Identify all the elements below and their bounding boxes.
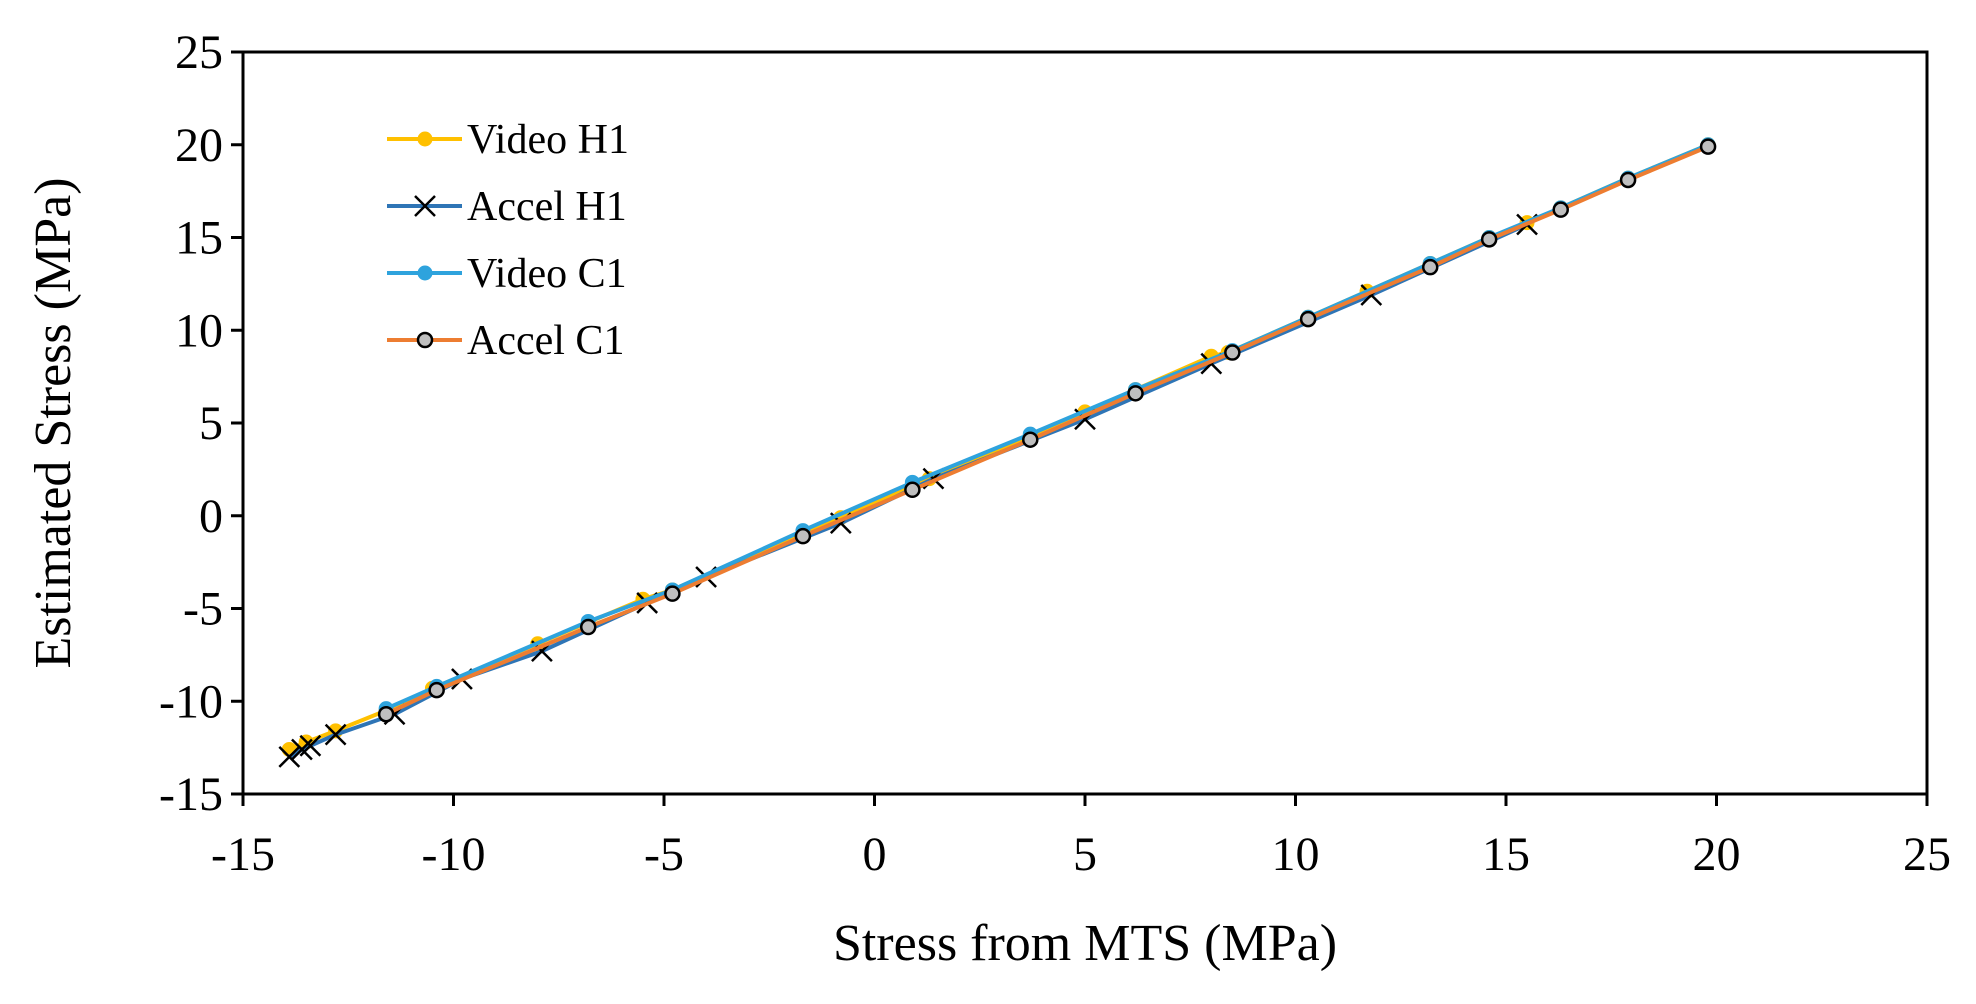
y-tick-label: 25 xyxy=(175,26,223,79)
legend-marker xyxy=(416,331,434,349)
y-tick-label: 20 xyxy=(175,119,223,172)
x-tick-label: 0 xyxy=(863,828,887,881)
legend-item-video-h1: Video H1 xyxy=(387,117,629,163)
y-tick-label: 10 xyxy=(175,304,223,357)
legend-label: Video H1 xyxy=(467,117,629,163)
legend-marker xyxy=(417,131,433,147)
x-tick-label: 10 xyxy=(1272,828,1320,881)
x-tick-label: -5 xyxy=(644,828,684,881)
data-point xyxy=(794,527,812,545)
y-tick-label: -10 xyxy=(159,675,223,728)
data-point xyxy=(324,723,347,746)
data-point xyxy=(1421,258,1439,276)
y-tick-label: 5 xyxy=(199,397,223,450)
data-point xyxy=(664,585,681,602)
legend-item-accel-c1: Accel C1 xyxy=(387,318,624,364)
x-tick-label: -15 xyxy=(211,828,275,881)
series-accel-c1 xyxy=(377,138,1717,723)
legend-label: Video C1 xyxy=(467,251,627,297)
y-tick-label: 0 xyxy=(199,490,223,543)
data-point xyxy=(1480,231,1498,248)
data-point xyxy=(1127,385,1144,402)
data-point xyxy=(1299,310,1317,328)
x-marker-stroke xyxy=(278,746,301,768)
legend-label: Accel H1 xyxy=(467,184,627,230)
data-point xyxy=(904,481,921,499)
data-point xyxy=(1619,171,1637,189)
x-marker-stroke xyxy=(414,195,436,217)
data-point xyxy=(278,746,301,768)
x-tick-label: 15 xyxy=(1482,828,1530,881)
data-point xyxy=(299,734,322,757)
y-tick-label: -15 xyxy=(159,768,223,821)
legend-marker xyxy=(414,195,436,217)
x-axis-title: Stress from MTS (MPa) xyxy=(833,915,1337,972)
legend: Video H1 Accel H1 Video C1 Accel C1 xyxy=(387,117,629,364)
x-marker-stroke xyxy=(299,734,322,757)
x-tick-label: 25 xyxy=(1903,828,1951,881)
data-point xyxy=(1699,138,1717,155)
legend-item-accel-h1: Accel H1 xyxy=(387,184,627,230)
x-marker-stroke xyxy=(324,723,347,746)
series-layer xyxy=(278,137,1717,768)
data-point xyxy=(428,681,445,699)
axis-layer: -15 -10 -5 0 5 10 15 20 25 -15 -10 -5 0 5 10 15 20 25 xyxy=(159,26,1951,881)
legend-label: Accel C1 xyxy=(467,318,624,364)
x-tick-label: 20 xyxy=(1693,828,1741,881)
x-tick-label: -10 xyxy=(422,828,486,881)
data-point xyxy=(579,618,597,636)
x-tick-label: 5 xyxy=(1073,828,1097,881)
y-axis-title: Estimated Stress (MPa) xyxy=(25,177,82,668)
data-point xyxy=(1552,201,1569,218)
data-point xyxy=(1224,344,1241,361)
y-tick-label: -5 xyxy=(183,583,223,636)
data-point xyxy=(1022,431,1039,448)
y-tick-label: 15 xyxy=(175,212,223,265)
data-point xyxy=(377,705,395,723)
legend-marker xyxy=(417,265,433,281)
legend-item-video-c1: Video C1 xyxy=(387,251,627,297)
